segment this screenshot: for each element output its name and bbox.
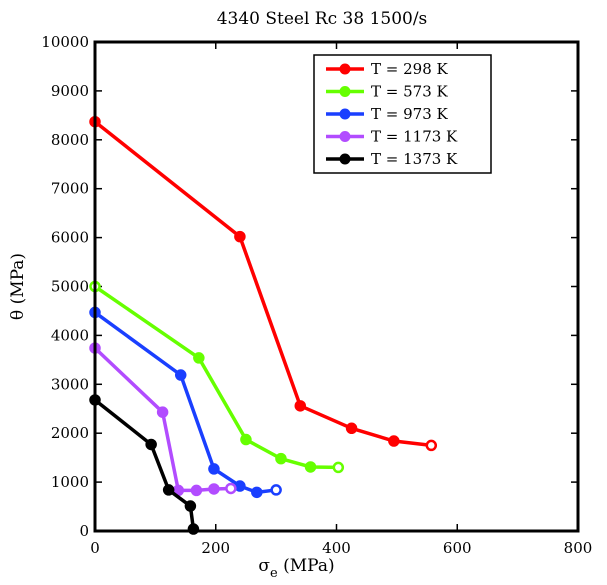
x-axis-label-sub: e <box>270 566 278 581</box>
series-1 <box>89 115 438 452</box>
y-tick-label: 7000 <box>51 180 89 198</box>
x-tick-label: 400 <box>322 539 351 557</box>
series-3 <box>89 306 282 499</box>
data-point <box>345 422 358 435</box>
series-line <box>93 398 196 530</box>
data-point <box>270 484 282 496</box>
y-tick-label: 1000 <box>51 473 89 491</box>
legend-swatch-marker <box>339 131 351 142</box>
series-5 <box>89 394 200 535</box>
legend: T = 298 K T = 573 K T = 973 K T = 1173 K T =… <box>313 54 492 174</box>
x-axis-label: σe (MPa) <box>258 556 334 581</box>
data-point <box>162 484 175 496</box>
legend-entry-label: T = 1373 K <box>371 150 458 168</box>
data-point <box>294 400 307 412</box>
data-point <box>388 435 400 447</box>
legend-entry-label: T = 573 K <box>371 83 449 101</box>
x-tick-label: 200 <box>201 539 230 557</box>
series-line <box>93 311 277 495</box>
y-tick-label: 5000 <box>51 278 89 296</box>
x-tick-label: 600 <box>443 539 472 557</box>
data-point <box>193 352 205 364</box>
data-point <box>190 484 203 497</box>
data-point <box>275 452 287 465</box>
data-point <box>208 463 220 475</box>
data-point <box>225 482 237 495</box>
data-point <box>174 369 187 381</box>
legend-swatch-marker <box>339 153 351 165</box>
legend-swatch-marker <box>339 108 351 120</box>
data-point <box>234 480 246 492</box>
x-tick-label: 0 <box>90 539 100 557</box>
x-axis-label-unit: (MPa) <box>278 556 335 576</box>
data-point <box>425 439 438 452</box>
y-axis-label: θ (MPa) <box>8 253 28 320</box>
series-2 <box>89 280 345 474</box>
y-tick-label: 8000 <box>51 131 89 149</box>
series-line <box>94 285 339 470</box>
plot-frame <box>93 40 580 533</box>
chart-title: 4340 Steel Rc 38 1500/s <box>217 9 428 29</box>
legend-entry-label: T = 1173 K <box>371 128 458 146</box>
data-point <box>251 486 263 499</box>
series-4 <box>89 342 237 497</box>
x-tick-label: 800 <box>564 539 593 557</box>
data-point <box>234 230 246 243</box>
data-point <box>208 483 220 495</box>
data-point <box>145 438 157 451</box>
legend-entry-label: T = 973 K <box>371 105 449 123</box>
y-tick-label: 9000 <box>51 82 89 100</box>
y-tick-label: 4000 <box>51 326 89 344</box>
legend-swatch-marker <box>339 63 351 75</box>
y-tick-label: 10000 <box>41 33 89 51</box>
data-point <box>240 433 252 446</box>
y-tick-label: 0 <box>79 522 89 540</box>
x-axis-label-main: σ <box>258 556 270 576</box>
series-line <box>93 120 432 448</box>
y-tick-label: 6000 <box>51 229 89 247</box>
axis-ticks: 0 200 400 600 800010002000300040005000600070… <box>41 33 592 557</box>
data-point <box>184 500 197 512</box>
legend-entry-label: T = 298 K <box>371 60 449 78</box>
data-point <box>304 461 317 473</box>
y-tick-label: 3000 <box>51 375 89 393</box>
data-point <box>156 406 169 418</box>
series-layer <box>89 115 438 535</box>
legend-swatch-marker <box>339 86 351 97</box>
y-tick-label: 2000 <box>51 424 89 442</box>
data-point <box>332 461 345 474</box>
